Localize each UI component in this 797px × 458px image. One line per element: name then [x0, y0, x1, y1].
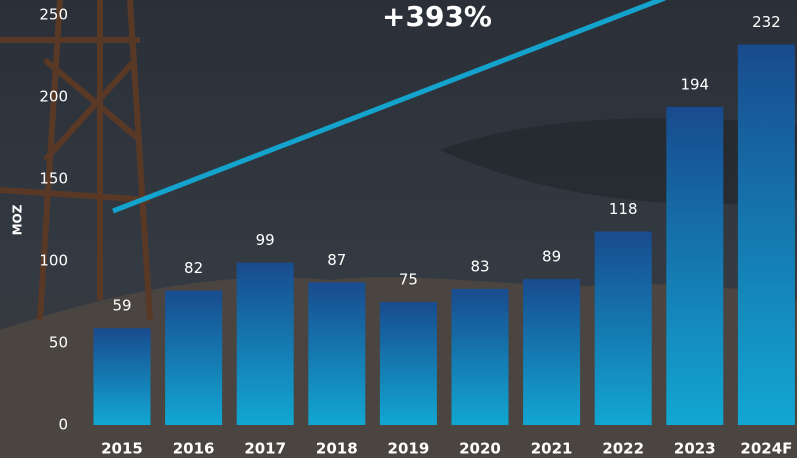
x-tick-label: 2024F	[740, 440, 792, 458]
value-label: 118	[609, 200, 638, 218]
value-label: 194	[680, 75, 709, 93]
x-tick-label: 2021	[531, 440, 573, 458]
value-label: 232	[752, 13, 781, 31]
x-tick-label: 2017	[244, 440, 286, 458]
bar	[236, 262, 294, 425]
bar	[451, 288, 509, 425]
x-tick-label: 2023	[674, 440, 716, 458]
x-tick-label: 2015	[101, 440, 143, 458]
bar	[666, 106, 724, 425]
value-label: 75	[399, 271, 418, 289]
bar	[308, 282, 366, 425]
bar	[737, 44, 795, 426]
y-tick-label: 0	[58, 416, 68, 434]
bar	[379, 302, 437, 425]
value-label: 82	[184, 259, 203, 277]
value-label: 99	[256, 231, 275, 249]
y-axis-label: MOZ	[11, 204, 25, 235]
x-tick-label: 2018	[316, 440, 358, 458]
x-tick-label: 2019	[388, 440, 430, 458]
bar	[594, 231, 652, 425]
x-tick-label: 2016	[173, 440, 215, 458]
value-label: 89	[542, 248, 561, 266]
y-tick-label: 50	[49, 334, 68, 352]
value-label: 83	[470, 257, 489, 275]
x-tick-label: 2022	[602, 440, 644, 458]
bar	[165, 290, 223, 425]
tower	[0, 0, 153, 321]
value-label: 87	[327, 251, 346, 269]
y-tick-label: 200	[39, 88, 68, 106]
y-tick-label: 100	[39, 252, 68, 270]
trend-line	[112, 0, 666, 214]
x-tick-label: 2020	[459, 440, 501, 458]
bar	[93, 328, 151, 425]
annotation: +393%	[382, 0, 492, 33]
value-label: 59	[112, 297, 131, 315]
bar	[523, 279, 581, 425]
y-tick-label: 250	[39, 6, 68, 24]
y-tick-label: 150	[39, 170, 68, 188]
